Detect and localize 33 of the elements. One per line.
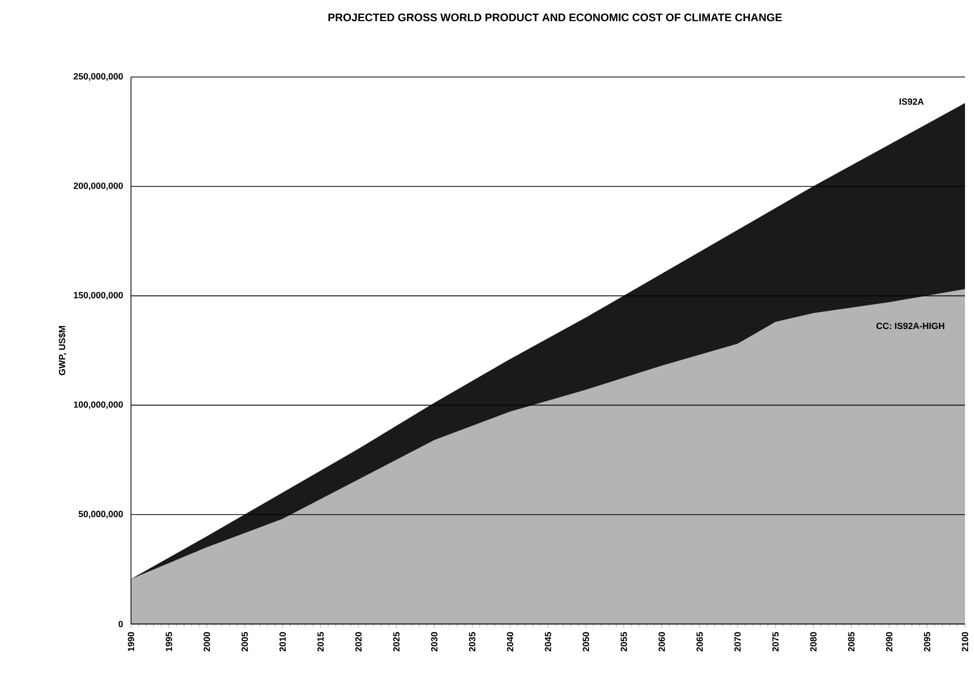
y-tick-label: 100,000,000 bbox=[74, 401, 123, 410]
x-tick-label: 2070 bbox=[734, 632, 741, 652]
x-tick-label: 2075 bbox=[772, 632, 779, 652]
y-tick-label: 150,000,000 bbox=[74, 292, 123, 300]
x-tick-label: 2020 bbox=[355, 632, 362, 652]
x-tick-label: 2100 bbox=[962, 632, 968, 652]
y-tick-label: 200,000,000 bbox=[74, 182, 123, 190]
x-tick-label: 2055 bbox=[620, 632, 628, 652]
x-tick-label: 2085 bbox=[848, 632, 854, 652]
series-label: CC: IS92A-HIGH bbox=[876, 322, 944, 330]
x-tick-label: 2035 bbox=[469, 632, 476, 652]
y-axis-title: GWP, US$M bbox=[58, 326, 67, 376]
x-tick-label: 2030 bbox=[431, 632, 438, 652]
chart-title: PROJECTED GROSS WORLD PRODUCT AND ECONOMIC COST OF CLIMATE CHANGE bbox=[328, 14, 782, 22]
x-tick-label: 2090 bbox=[886, 632, 892, 652]
x-tick-label: 2000 bbox=[204, 632, 210, 652]
x-tick-label: 2045 bbox=[544, 632, 552, 652]
y-tick-label: 250,000,000 bbox=[74, 73, 123, 81]
x-tick-label: 1990 bbox=[128, 632, 134, 652]
x-tick-label: 2050 bbox=[582, 632, 590, 652]
x-tick-label: 1995 bbox=[166, 632, 172, 652]
x-tick-label: 2060 bbox=[658, 632, 665, 652]
x-tick-label: 2080 bbox=[810, 632, 817, 652]
y-tick-label: 50,000,000 bbox=[78, 510, 123, 518]
x-tick-label: 2065 bbox=[696, 632, 703, 652]
x-tick-label: 2040 bbox=[506, 632, 514, 652]
x-tick-label: 2025 bbox=[393, 632, 400, 652]
x-tick-label: 2005 bbox=[242, 632, 248, 652]
x-tick-label: 2010 bbox=[279, 632, 286, 652]
x-tick-label: 2095 bbox=[924, 632, 930, 652]
text: IS92A bbox=[900, 98, 924, 105]
x-tick-label: 2015 bbox=[317, 632, 324, 652]
y-tick-label: 0 bbox=[118, 620, 123, 628]
